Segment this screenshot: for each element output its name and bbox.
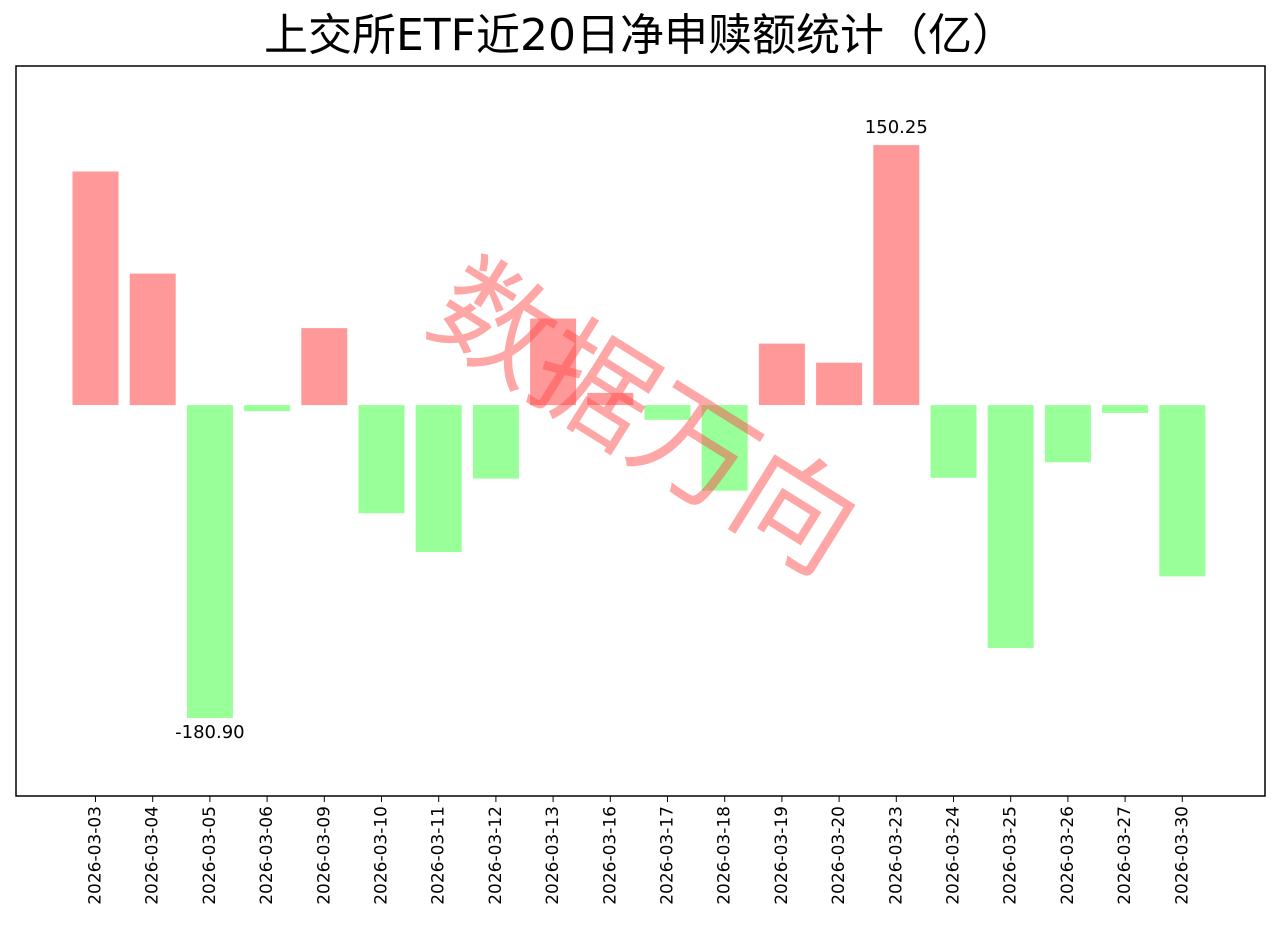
x-tick-label: 2026-03-13 [543, 806, 563, 905]
bar-2026-03-12 [472, 405, 519, 479]
bar-2026-03-03 [72, 171, 119, 405]
data-labels-group: 150.25 -180.90 [175, 117, 928, 743]
x-tick-label: 2026-03-11 [429, 806, 449, 905]
bar-2026-03-17 [644, 405, 691, 420]
x-tick-label: 2026-03-25 [1001, 806, 1021, 905]
bars-group [72, 145, 1206, 718]
bar-2026-03-11 [415, 405, 462, 553]
x-tick-label: 2026-03-19 [772, 806, 792, 905]
x-tick-label: 2026-03-20 [829, 806, 849, 905]
data-label: -180.90 [175, 722, 244, 743]
bar-2026-03-24 [930, 405, 977, 478]
x-tick-label: 2026-03-05 [200, 806, 220, 905]
plot-frame [15, 65, 1266, 797]
bar-2026-03-10 [358, 405, 405, 514]
bar-2026-03-09 [301, 328, 348, 406]
bar-2026-03-23 [873, 145, 920, 405]
x-tick-label: 2026-03-27 [1115, 806, 1135, 905]
chart-title: 上交所ETF近20日净申赎额统计（亿） [264, 10, 1016, 61]
bar-2026-03-16 [587, 392, 634, 405]
x-tick-label: 2026-03-18 [715, 806, 735, 905]
bar-2026-03-13 [530, 318, 577, 406]
x-tick-label: 2026-03-10 [372, 806, 392, 905]
x-tick-label: 2026-03-06 [257, 806, 277, 905]
x-tick-label: 2026-03-26 [1058, 806, 1078, 905]
bar-2026-03-04 [129, 273, 176, 406]
x-tick-label: 2026-03-17 [658, 806, 678, 905]
x-ticks-group: 2026-03-03 2026-03-04 2026-03-05 2026-03-06… [86, 796, 1192, 905]
x-tick-label: 2026-03-12 [486, 806, 506, 905]
x-tick-label: 2026-03-16 [600, 806, 620, 905]
bar-2026-03-05 [186, 405, 233, 718]
x-tick-label: 2026-03-24 [944, 806, 964, 905]
x-tick-label: 2026-03-23 [886, 806, 906, 905]
bar-2026-03-18 [701, 405, 748, 491]
bar-2026-03-06 [244, 405, 291, 412]
bar-2026-03-25 [987, 405, 1034, 649]
x-tick-label: 2026-03-30 [1172, 806, 1192, 905]
bar-2026-03-26 [1044, 405, 1091, 463]
bar-2026-03-20 [816, 362, 863, 406]
data-label: 150.25 [865, 117, 928, 138]
x-tick-label: 2026-03-09 [314, 806, 334, 905]
bar-2026-03-19 [758, 343, 805, 405]
x-tick-label: 2026-03-03 [86, 806, 106, 905]
bar-2026-03-27 [1102, 405, 1149, 413]
bar-2026-03-30 [1159, 405, 1206, 577]
x-tick-label: 2026-03-04 [143, 806, 163, 905]
